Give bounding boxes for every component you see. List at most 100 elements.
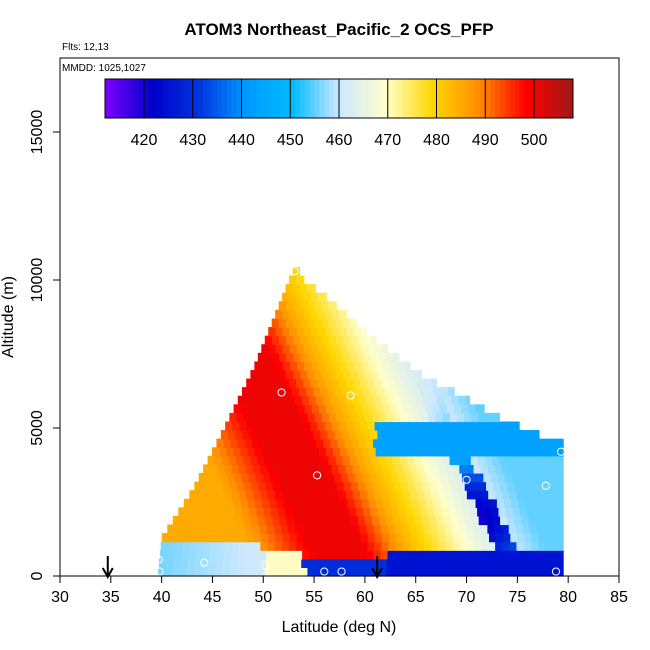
heatmap-cell [514,481,523,491]
heatmap-cell [218,533,227,543]
heatmap-cell [516,421,520,431]
heatmap-cell [536,550,545,560]
heatmap-cell [364,352,373,362]
heatmap-cell [533,430,540,440]
heatmap-cell [462,430,471,440]
heatmap-cell [409,524,417,534]
heatmap-cell [493,558,502,569]
heatmap-cell [558,524,564,534]
flights-note: Flts: 12,13 [62,42,109,53]
heatmap-cell [407,567,415,577]
heatmap-cell [478,515,487,526]
heatmap-cell [280,438,289,448]
heatmap-cell [451,438,459,448]
heatmap-cell [414,369,422,380]
heatmap-cell [385,369,394,380]
x-tick-label: 60 [356,589,374,606]
heatmap-cell [230,558,238,569]
heatmap-cell [465,550,474,560]
plot-frame [59,57,620,577]
heatmap-cell [466,524,474,534]
heatmap-cell [190,498,199,508]
heatmap-cell [359,464,368,474]
heatmap-cell [301,438,310,448]
heatmap-cell [358,438,367,448]
heatmap-cell [542,567,550,577]
heatmap-cell [387,550,396,560]
heatmap-cell [503,498,512,508]
heatmap-cell [242,507,251,517]
heatmap-cell [338,421,347,431]
heatmap-cell [409,378,418,388]
heatmap-cell [413,455,422,465]
heatmap-cell [227,472,235,483]
heatmap-cell [476,472,484,483]
colorbar-swatch [543,79,550,118]
heatmap-cell [398,430,407,440]
heatmap-cell [480,524,489,534]
heatmap-cell [485,515,494,526]
heatmap-cell [396,533,405,543]
heatmap-cell [260,421,269,431]
heatmap-cell [364,412,373,423]
heatmap-cell [279,481,288,491]
heatmap-cell [362,472,371,483]
heatmap-cell [462,472,470,483]
heatmap-cell [354,404,363,414]
heatmap-cell [273,438,282,448]
heatmap-cell [466,464,475,474]
heatmap-cell [495,541,503,551]
heatmap-cell [407,558,416,569]
heatmap-cell [210,541,219,551]
heatmap-cell [487,524,496,534]
heatmap-cell [323,550,332,560]
heatmap-cell [516,541,525,551]
heatmap-cell [402,524,410,534]
heatmap-cell [350,515,359,526]
heatmap-cell [480,541,489,551]
heatmap-cell [250,455,258,465]
heatmap-cell [551,524,560,534]
heatmap-cell [379,481,388,491]
heatmap-cell [267,464,275,474]
heatmap-cell [444,524,453,534]
heatmap-cell [318,361,327,371]
heatmap-cell [415,395,424,405]
heatmap-cell [343,558,352,569]
heatmap-cell [512,507,521,517]
heatmap-cell [381,378,390,388]
heatmap-cell [357,455,365,465]
heatmap-cell [238,550,246,560]
heatmap-cell [406,369,415,380]
heatmap-cell [458,438,467,448]
heatmap-cell [551,550,559,560]
heatmap-cell [325,327,333,337]
heatmap-cell [495,490,503,500]
heatmap-cell [497,472,506,483]
heatmap-cell [265,481,274,491]
heatmap-cell [363,507,371,517]
heatmap-cell [500,558,509,569]
heatmap-cell [353,490,361,500]
heatmap-cell [384,430,393,440]
heatmap-cell [217,464,226,474]
heatmap-cell [447,498,455,508]
heatmap-cell [251,558,260,569]
heatmap-cell [412,472,420,483]
heatmap-cell [279,352,287,362]
heatmap-cell [246,378,254,388]
heatmap-cell [370,387,378,397]
heatmap-cell [319,498,327,508]
heatmap-cell [472,438,481,448]
heatmap-cell [271,335,280,345]
heatmap-cell [278,301,287,311]
heatmap-cell [335,301,338,311]
heatmap-cell [403,361,411,371]
heatmap-cell [232,421,240,431]
heatmap-cell [558,464,564,474]
heatmap-cell [371,335,377,345]
heatmap-cell [244,438,253,448]
heatmap-cell [425,498,434,508]
heatmap-cell [266,395,274,405]
heatmap-cell [318,344,326,354]
